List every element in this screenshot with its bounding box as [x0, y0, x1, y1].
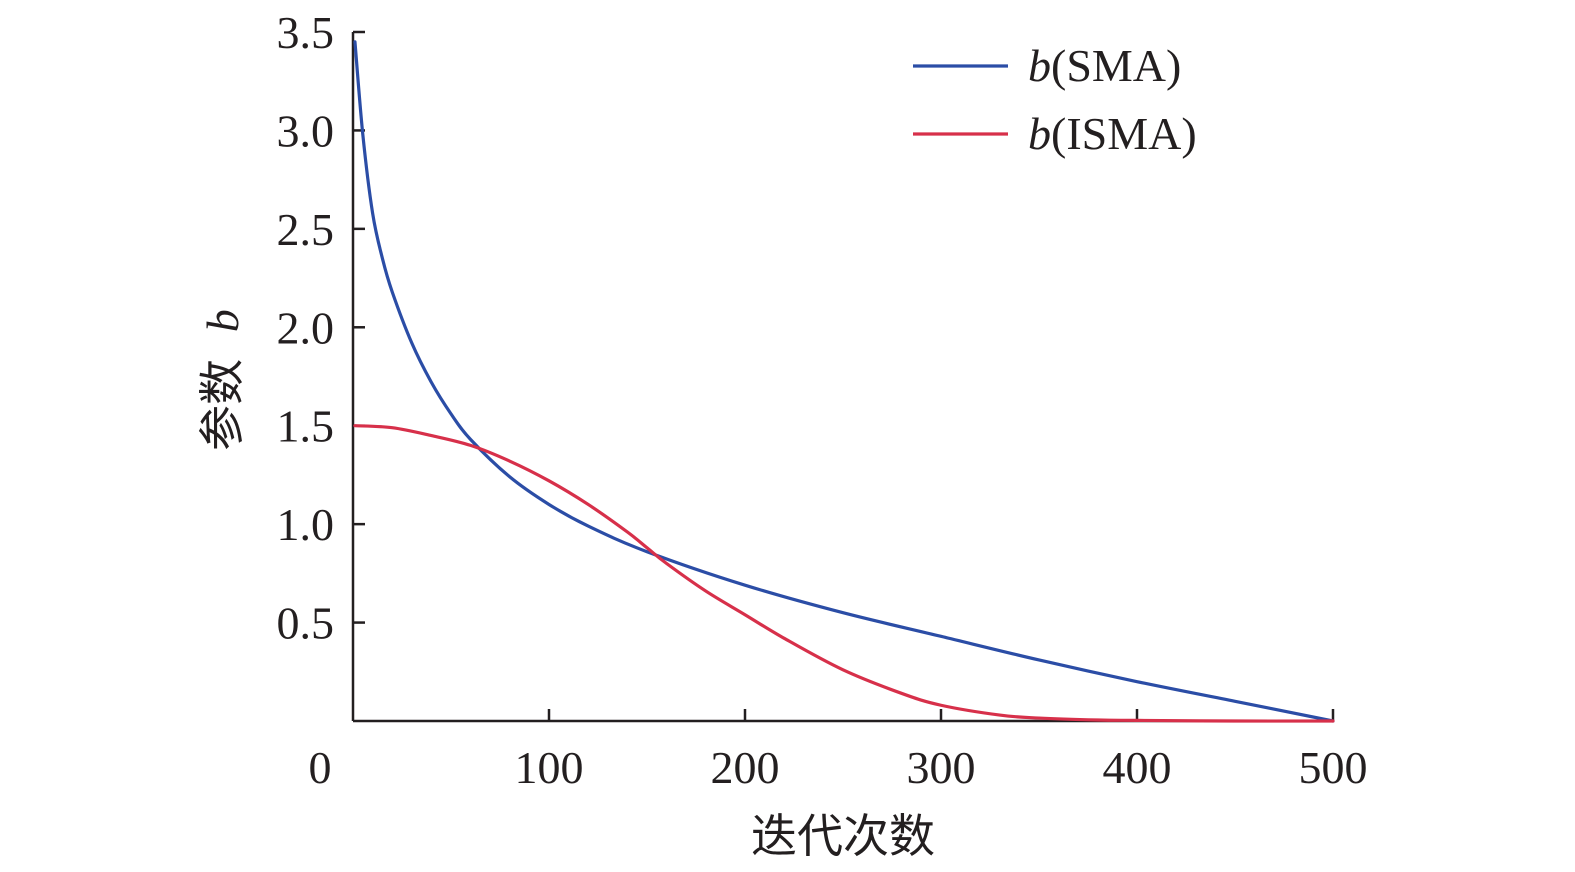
y-axis-title: 参数 b — [195, 309, 249, 451]
y-tick-label: 2.0 — [277, 302, 335, 353]
legend-label-suffix: (ISMA) — [1051, 108, 1197, 159]
y-tick-label: 3.0 — [277, 105, 335, 156]
x-tick-label: 500 — [1299, 742, 1368, 793]
x-axis-title: 迭代次数 — [751, 809, 935, 863]
x-tick-label: 0 — [309, 742, 332, 793]
series-line-isma — [353, 424, 1335, 723]
x-tick-label: 100 — [515, 742, 584, 793]
y-axis-title-text: 参数 — [195, 359, 249, 451]
series-line-sma — [353, 40, 1335, 723]
plot-series — [353, 40, 1335, 723]
y-tick-label: 3.5 — [277, 7, 335, 58]
x-tick-label: 400 — [1103, 742, 1172, 793]
x-ticks: 0 100 200 300 400 500 — [309, 709, 1368, 793]
legend-label: b(SMA) — [1028, 40, 1181, 91]
legend: b(SMA)b(ISMA) — [913, 40, 1197, 159]
y-tick-label: 1.0 — [277, 499, 335, 550]
y-tick-label: 1.5 — [277, 401, 335, 452]
legend-label-suffix: (SMA) — [1051, 40, 1181, 91]
y-tick-label: 0.5 — [277, 598, 335, 649]
x-tick-label: 200 — [711, 742, 780, 793]
legend-label-var: b — [1028, 108, 1051, 159]
y-tick-label: 2.5 — [277, 204, 335, 255]
legend-label-var: b — [1028, 40, 1051, 91]
y-axis-title-var: b — [197, 309, 248, 332]
legend-label: b(ISMA) — [1028, 108, 1197, 159]
y-ticks: 0.5 1.0 1.5 2.0 2.5 3.0 3.5 — [277, 7, 365, 649]
x-tick-label: 300 — [907, 742, 976, 793]
